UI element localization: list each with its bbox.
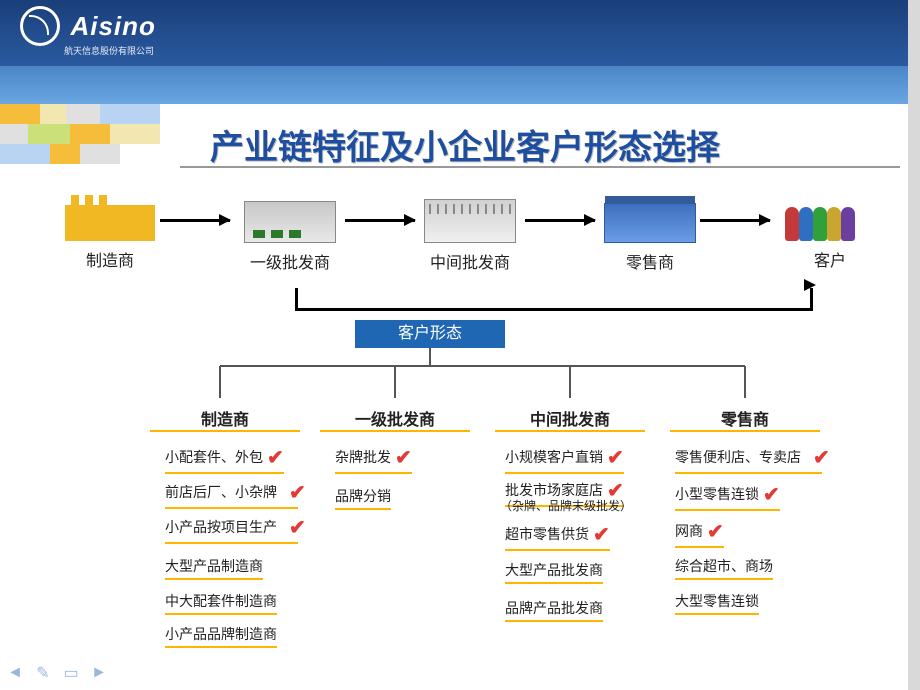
chain-node-cust: 客户 xyxy=(780,195,880,271)
category-item: 大型产品制造商 xyxy=(165,556,263,580)
check-icon: ✔ xyxy=(395,445,412,470)
chain-node-mid: 中间批发商 xyxy=(420,195,520,273)
brand-name: Aisino xyxy=(70,11,155,41)
supply-chain-row: 制造商 一级批发商 中间批发商 零售商 客户 xyxy=(60,195,880,295)
chain-icon-w1 xyxy=(244,201,336,243)
check-icon: ✔ xyxy=(289,515,306,540)
center-bar-label: 客户形态 xyxy=(398,325,462,342)
center-bar: 客户形态 xyxy=(355,320,505,348)
chain-label: 中间批发商 xyxy=(420,249,520,273)
check-icon: ✔ xyxy=(289,480,306,505)
nav-prev-icon[interactable]: ◄ xyxy=(6,664,24,682)
chain-arrow xyxy=(160,219,230,222)
category-item: 前店后厂、小杂牌✔ xyxy=(165,480,298,509)
mosaic-decoration xyxy=(0,104,160,164)
brand-subtitle: 航天信息股份有限公司 xyxy=(64,44,156,57)
title-underline xyxy=(180,166,900,168)
chain-connector-line xyxy=(295,288,813,311)
category-head: 制造商 xyxy=(150,406,300,432)
check-icon: ✔ xyxy=(707,519,724,544)
logo-swirl-icon xyxy=(20,6,60,46)
brand-logo: Aisino 航天信息股份有限公司 xyxy=(20,6,156,57)
header-bar: Aisino 航天信息股份有限公司 xyxy=(0,0,920,66)
nav-edit-icon[interactable]: ✎ xyxy=(34,664,52,682)
chain-arrow xyxy=(700,219,770,222)
category-item: 大型零售连锁 xyxy=(675,591,759,615)
chain-icon-mid xyxy=(424,199,516,243)
category-head: 零售商 xyxy=(670,406,820,432)
category-head: 一级批发商 xyxy=(320,406,470,432)
chain-arrow xyxy=(525,219,595,222)
category-item: 零售便利店、专卖店✔ xyxy=(675,445,822,474)
category-item: 网商✔ xyxy=(675,519,724,548)
category-item: （杂牌、品牌末级批发） xyxy=(500,497,632,516)
chain-label: 客户 xyxy=(780,247,880,271)
chain-icon-ret xyxy=(604,203,696,243)
category-tree-lines xyxy=(135,348,775,398)
chain-node-w1: 一级批发商 xyxy=(240,195,340,273)
sub-header-bar xyxy=(0,66,920,104)
arrowhead-icon xyxy=(804,279,816,291)
chain-label: 一级批发商 xyxy=(240,249,340,273)
category-item: 杂牌批发✔ xyxy=(335,445,412,474)
check-icon: ✔ xyxy=(763,482,780,507)
chain-icon-cust xyxy=(785,195,875,241)
check-icon: ✔ xyxy=(607,445,624,470)
category-head: 中间批发商 xyxy=(495,406,645,432)
check-icon: ✔ xyxy=(813,445,830,470)
category-item: 小配套件、外包✔ xyxy=(165,445,284,474)
nav-next-icon[interactable]: ► xyxy=(90,664,108,682)
category-item: 品牌分销 xyxy=(335,486,391,510)
category-item: 小产品品牌制造商 xyxy=(165,624,277,648)
check-icon: ✔ xyxy=(593,522,610,547)
category-item: 品牌产品批发商 xyxy=(505,598,603,622)
chain-node-ret: 零售商 xyxy=(600,195,700,273)
category-item: 小产品按项目生产✔ xyxy=(165,515,298,544)
right-stripe xyxy=(908,0,920,690)
category-item: 小规模客户直销✔ xyxy=(505,445,624,474)
check-icon: ✔ xyxy=(267,445,284,470)
chain-node-mfr: 制造商 xyxy=(60,195,160,271)
slide-nav: ◄ ✎ ▭ ► xyxy=(6,664,108,682)
chain-label: 零售商 xyxy=(600,249,700,273)
category-item: 综合超市、商场 xyxy=(675,556,773,580)
category-item: 大型产品批发商 xyxy=(505,560,603,584)
page-title: 产业链特征及小企业客户形态选择 xyxy=(210,120,720,169)
chain-icon-mfr xyxy=(65,205,155,241)
chain-arrow xyxy=(345,219,415,222)
category-item: 中大配套件制造商 xyxy=(165,591,277,615)
nav-view-icon[interactable]: ▭ xyxy=(62,664,80,682)
category-item: 小型零售连锁✔ xyxy=(675,482,780,511)
category-item: 超市零售供货✔ xyxy=(505,522,610,551)
chain-label: 制造商 xyxy=(60,247,160,271)
